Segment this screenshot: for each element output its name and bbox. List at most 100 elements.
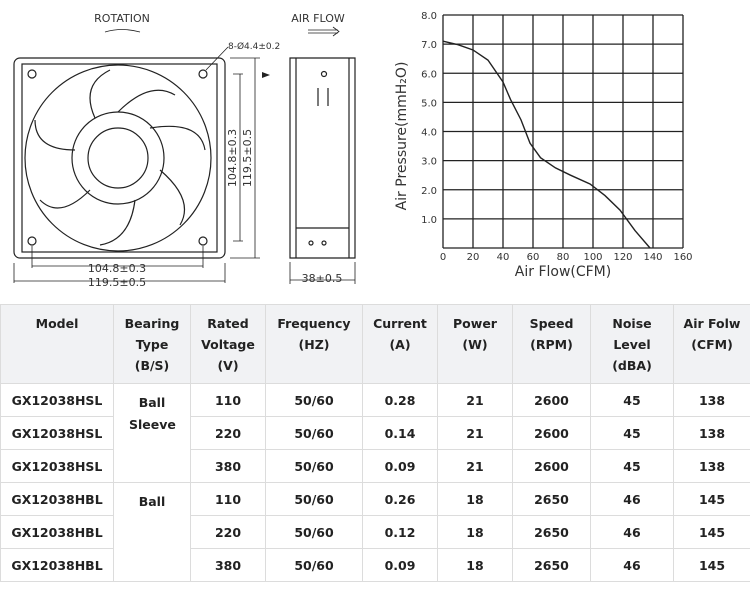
x-tick-label: 20 — [467, 252, 480, 263]
rotation-label: ROTATION — [94, 12, 150, 25]
header-text: Frequency — [277, 316, 351, 331]
table-row: GX12038HSL 220 50/60 0.14 21 2600 45 138 — [0, 416, 750, 450]
y-tick-label: 8.0 — [421, 11, 437, 22]
table-cell: GX12038HSL — [0, 449, 114, 483]
y-axis-title: Air Pressure(mmH₂O) — [394, 62, 410, 211]
table-cell: 138 — [673, 416, 750, 450]
header-cell: Current (A) — [362, 304, 438, 384]
table-cell: 2600 — [512, 416, 591, 450]
x-tick-label: 160 — [673, 252, 692, 263]
table-cell: 380 — [190, 449, 266, 483]
table-cell: 45 — [590, 449, 674, 483]
y-tick-label: 1.0 — [421, 215, 437, 226]
header-text: (A) — [389, 337, 411, 352]
table-cell: 145 — [673, 482, 750, 516]
table-row: GX12038HBL 220 50/60 0.12 18 2650 46 145 — [0, 515, 750, 549]
table-cell: 0.12 — [362, 515, 438, 549]
header-cell: Frequency (HZ) — [265, 304, 363, 384]
table-cell: 110 — [190, 383, 266, 417]
table-cell: 46 — [590, 482, 674, 516]
table-cell: 45 — [590, 383, 674, 417]
table-cell: GX12038HBL — [0, 515, 114, 549]
table-cell: 2600 — [512, 449, 591, 483]
y-tick-label: 5.0 — [421, 98, 437, 109]
table-cell: 0.09 — [362, 548, 438, 582]
header-text: (HZ) — [298, 337, 330, 352]
x-tick-label: 60 — [527, 252, 540, 263]
header-cell: Noise Level (dBA) — [590, 304, 674, 384]
table-cell: 220 — [190, 515, 266, 549]
header-text: Type — [135, 337, 169, 352]
fan-drawing — [13, 26, 356, 284]
header-cell: Model — [0, 304, 114, 384]
table-cell: 2650 — [512, 482, 591, 516]
header-text: Model — [35, 316, 79, 331]
arrow — [262, 72, 270, 78]
table-row: GX12038HSL Ball Sleeve 110 50/60 0.28 21 2600 4… — [0, 383, 750, 483]
x-tick-label: 100 — [583, 252, 602, 263]
table-cell: 18 — [437, 515, 513, 549]
table-cell: 110 — [190, 482, 266, 516]
table-cell: GX12038HBL — [0, 482, 114, 516]
table-row: GX12038HBL Ball 110 50/60 0.26 18 2650 46 145 — [0, 482, 750, 582]
table-cell: 21 — [437, 449, 513, 483]
header-text: Voltage — [201, 337, 255, 352]
table-cell: 21 — [437, 383, 513, 417]
table-cell: 50/60 — [265, 416, 363, 450]
spec-table: Model Bearing Type (B/S) Rated Voltage (V) Freq… — [0, 304, 750, 582]
header-text: (V) — [217, 358, 239, 373]
x-tick-label: 80 — [557, 252, 570, 263]
y-tick-label: 6.0 — [421, 69, 437, 80]
x-tick-label: 120 — [613, 252, 632, 263]
dim-label: 119.5±0.5 — [88, 276, 146, 289]
table-cell: 0.26 — [362, 482, 438, 516]
dim-label: 38±0.5 — [302, 272, 343, 285]
dim-label: 104.8±0.3 — [226, 129, 239, 187]
table-row: GX12038HSL 380 50/60 0.09 21 2600 45 138 — [0, 449, 750, 483]
drawing-area: ROTATION AIR FLOW 8-Ø4.4±0.2 104.8±0.3 1… — [13, 11, 693, 289]
table-cell: 138 — [673, 383, 750, 417]
table-cell: 380 — [190, 548, 266, 582]
header-text: (CFM) — [691, 337, 733, 352]
table-cell: 45 — [590, 416, 674, 450]
table-cell: 50/60 — [265, 515, 363, 549]
cell-text: Ball Sleeve — [129, 395, 176, 432]
table-cell: 2600 — [512, 383, 591, 417]
holes-label: 8-Ø4.4±0.2 — [228, 41, 280, 52]
header-text: (RPM) — [530, 337, 573, 352]
header-text: (dBA) — [612, 358, 652, 373]
table-cell: 145 — [673, 515, 750, 549]
table-cell: 21 — [437, 416, 513, 450]
air-flow-label: AIR FLOW — [291, 12, 345, 25]
header-cell: Air Folw (CFM) — [673, 304, 750, 384]
y-tick-label: 7.0 — [421, 40, 437, 51]
x-axis-title: Air Flow(CFM) — [515, 264, 611, 280]
header-text: (W) — [462, 337, 488, 352]
table-cell: 18 — [437, 548, 513, 582]
header-cell: Power (W) — [437, 304, 513, 384]
header-text: (B/S) — [134, 358, 170, 373]
header-cell: Speed (RPM) — [512, 304, 591, 384]
table-cell: 0.14 — [362, 416, 438, 450]
curve — [442, 40, 651, 249]
y-tick-label: 4.0 — [421, 128, 437, 139]
header-cell: Rated Voltage (V) — [190, 304, 266, 384]
table-cell: 46 — [590, 548, 674, 582]
header-text: Speed — [529, 316, 574, 331]
header-text: Air Folw — [683, 316, 741, 331]
table-row: GX12038HBL 380 50/60 0.09 18 2650 46 145 — [0, 548, 750, 582]
table-cell: 46 — [590, 515, 674, 549]
header-text: Current — [373, 316, 427, 331]
x-tick-label: 140 — [643, 252, 662, 263]
table-cell: 2650 — [512, 515, 591, 549]
dim-label: 119.5±0.5 — [241, 129, 254, 187]
x-tick-label: 40 — [497, 252, 510, 263]
header-cell: Bearing Type (B/S) — [113, 304, 191, 384]
table-cell: GX12038HSL — [0, 383, 114, 417]
table-cell: GX12038HSL — [0, 416, 114, 450]
table-cell: 50/60 — [265, 482, 363, 516]
header-text: Bearing — [124, 316, 180, 331]
table-cell: 50/60 — [265, 548, 363, 582]
table-cell: 50/60 — [265, 449, 363, 483]
table-cell: 220 — [190, 416, 266, 450]
